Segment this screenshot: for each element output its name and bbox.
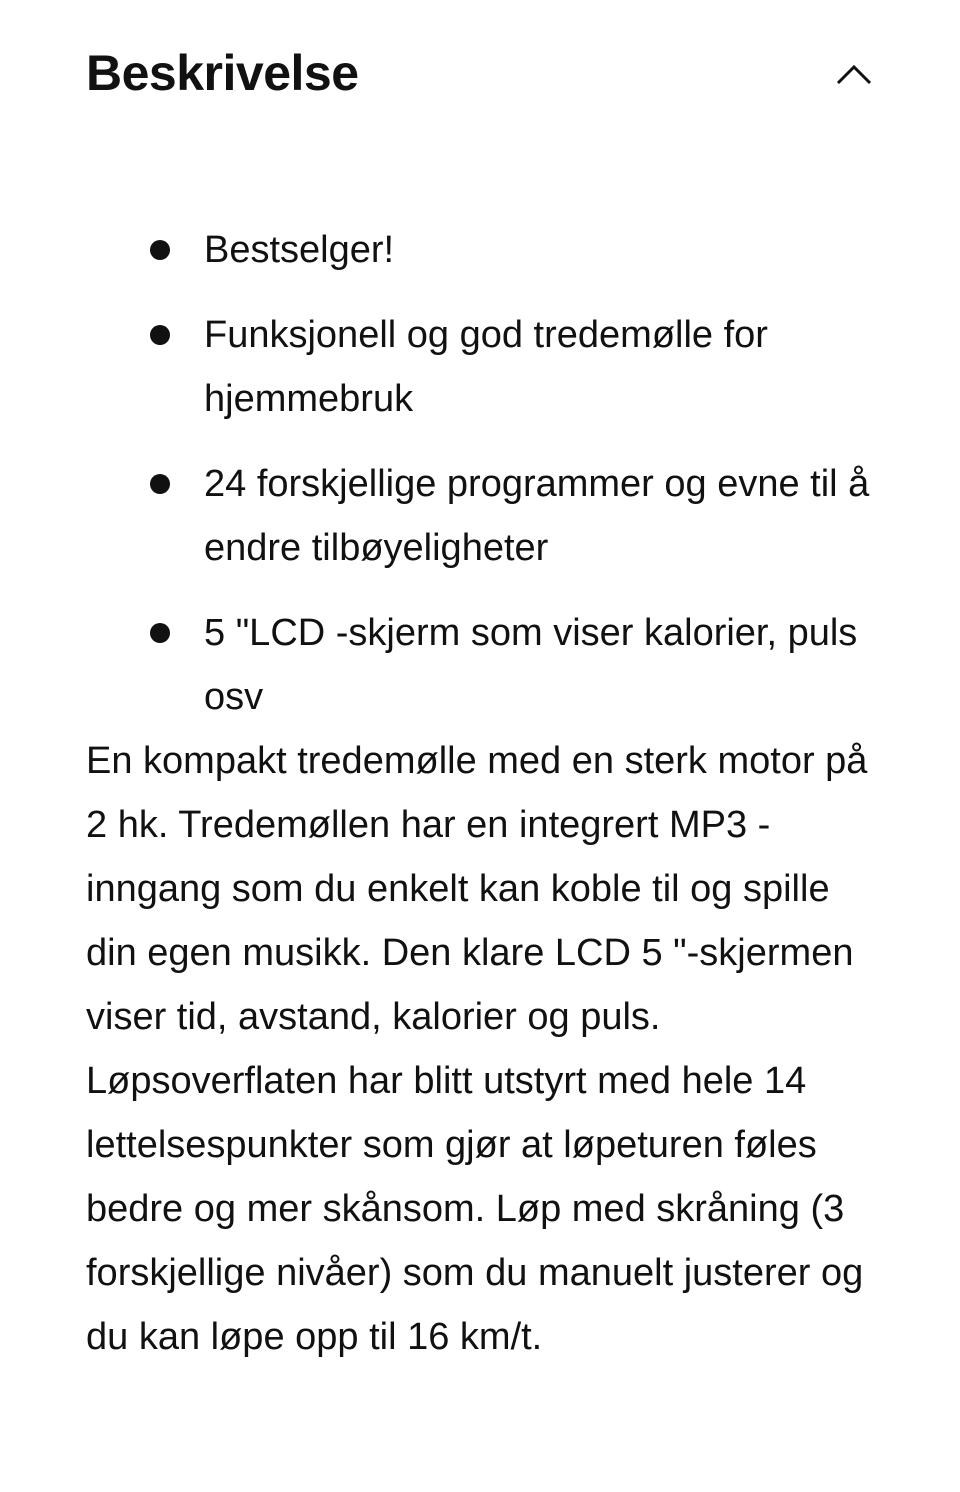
bullet-icon [150, 240, 170, 260]
list-item: 24 forskjellige programmer og evne til å… [86, 452, 886, 580]
feature-list: Bestselger! Funksjonell og god tredemøll… [86, 218, 886, 750]
bullet-icon [150, 623, 170, 643]
description-section-header[interactable]: Beskrivelse [86, 38, 876, 108]
bullet-icon [150, 474, 170, 494]
chevron-up-icon[interactable] [836, 56, 872, 92]
list-item-text: 24 forskjellige programmer og evne til å… [204, 463, 870, 569]
list-item-text: 5 "LCD -skjerm som viser kalorier, puls … [204, 612, 858, 718]
section-title: Beskrivelse [86, 45, 359, 101]
list-item: Bestselger! [86, 218, 886, 282]
list-item: 5 "LCD -skjerm som viser kalorier, puls … [86, 601, 886, 729]
list-item-text: Bestselger! [204, 229, 395, 271]
list-item: Funksjonell og god tredemølle for hjemme… [86, 303, 886, 431]
list-item-text: Funksjonell og god tredemølle for hjemme… [204, 314, 768, 420]
bullet-icon [150, 325, 170, 345]
description-text: En kompakt tredemølle med en sterk motor… [86, 740, 868, 1358]
